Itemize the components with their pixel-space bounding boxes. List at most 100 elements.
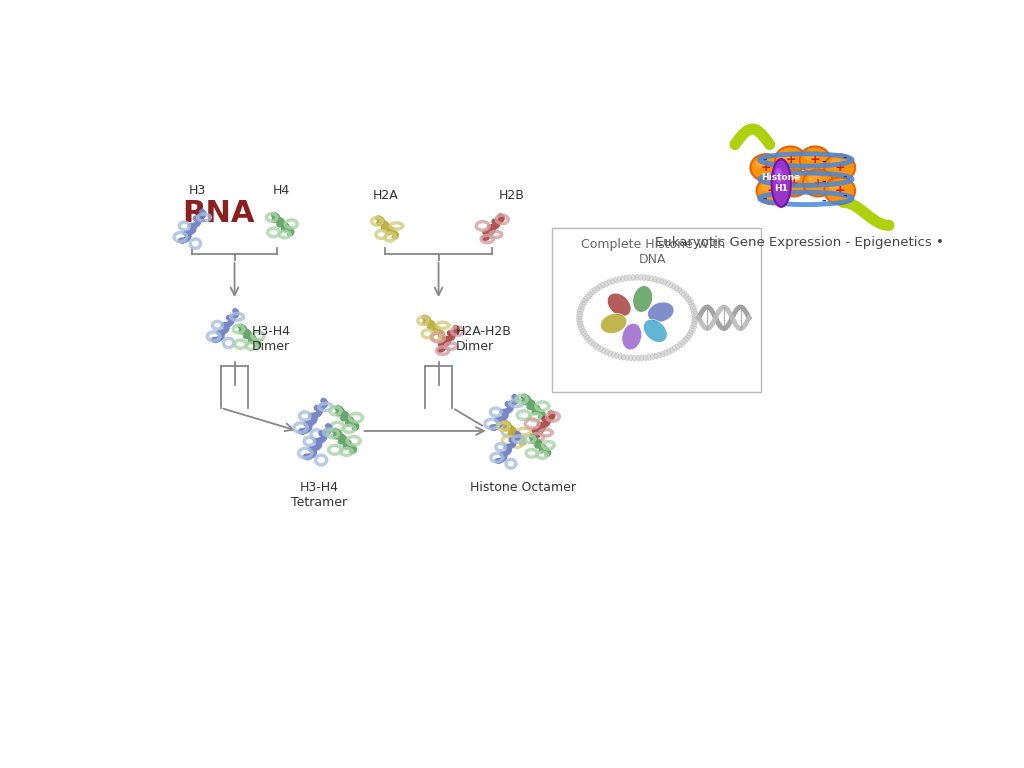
Ellipse shape — [582, 299, 588, 303]
Text: H2B: H2B — [499, 189, 524, 202]
Ellipse shape — [660, 351, 665, 357]
Ellipse shape — [761, 182, 775, 191]
Ellipse shape — [681, 292, 687, 296]
Text: -: - — [762, 194, 767, 204]
Ellipse shape — [664, 350, 669, 356]
Ellipse shape — [674, 286, 679, 291]
Ellipse shape — [580, 329, 586, 333]
Ellipse shape — [595, 286, 600, 291]
Ellipse shape — [577, 311, 583, 315]
Text: +: + — [835, 161, 845, 174]
Ellipse shape — [603, 281, 608, 286]
Ellipse shape — [824, 177, 855, 204]
Ellipse shape — [692, 313, 698, 317]
Text: -: - — [782, 178, 787, 188]
Ellipse shape — [807, 174, 821, 184]
Ellipse shape — [691, 308, 697, 312]
Ellipse shape — [688, 301, 694, 305]
Text: -: - — [842, 172, 847, 182]
Ellipse shape — [775, 147, 806, 174]
Text: -: - — [821, 177, 826, 187]
Text: H2A-H2B
Dimer: H2A-H2B Dimer — [456, 325, 511, 353]
Ellipse shape — [622, 323, 642, 350]
Text: Complete Histone With
DNA: Complete Histone With DNA — [581, 238, 725, 266]
Ellipse shape — [584, 296, 589, 301]
Ellipse shape — [682, 339, 687, 343]
Ellipse shape — [586, 294, 591, 299]
Ellipse shape — [578, 324, 584, 328]
Ellipse shape — [690, 325, 696, 329]
Ellipse shape — [610, 279, 614, 284]
Ellipse shape — [657, 353, 662, 358]
Ellipse shape — [618, 353, 623, 359]
Ellipse shape — [686, 298, 692, 303]
Text: Histone Octamer: Histone Octamer — [470, 481, 577, 494]
Ellipse shape — [600, 313, 627, 333]
Ellipse shape — [596, 345, 601, 350]
Text: +: + — [810, 154, 820, 167]
Ellipse shape — [583, 333, 588, 338]
Ellipse shape — [600, 283, 605, 288]
Text: Eukaryotic Gene Expression - Epigenetics •: Eukaryotic Gene Expression - Epigenetics… — [655, 237, 944, 250]
Text: -: - — [821, 157, 826, 167]
Ellipse shape — [779, 151, 794, 161]
Ellipse shape — [598, 284, 602, 290]
Ellipse shape — [647, 354, 651, 360]
Ellipse shape — [639, 274, 642, 280]
Ellipse shape — [611, 352, 615, 358]
Ellipse shape — [829, 159, 843, 168]
Ellipse shape — [629, 355, 633, 361]
Ellipse shape — [613, 277, 617, 283]
Ellipse shape — [579, 306, 584, 310]
Ellipse shape — [643, 319, 668, 343]
Ellipse shape — [592, 288, 597, 293]
Ellipse shape — [647, 302, 674, 322]
Ellipse shape — [666, 281, 671, 286]
Ellipse shape — [675, 344, 680, 349]
Ellipse shape — [680, 340, 685, 346]
Ellipse shape — [687, 332, 693, 336]
Ellipse shape — [772, 159, 791, 207]
Ellipse shape — [607, 293, 631, 316]
Ellipse shape — [688, 329, 694, 334]
Text: -: - — [842, 153, 847, 163]
Ellipse shape — [591, 342, 596, 346]
Ellipse shape — [650, 354, 654, 359]
Ellipse shape — [577, 316, 583, 320]
Ellipse shape — [683, 293, 689, 298]
Ellipse shape — [803, 170, 834, 197]
Text: H4: H4 — [273, 184, 290, 197]
Ellipse shape — [663, 280, 667, 285]
Ellipse shape — [624, 275, 628, 281]
Ellipse shape — [690, 306, 696, 310]
Text: +: + — [813, 177, 823, 190]
Ellipse shape — [607, 280, 611, 286]
Ellipse shape — [580, 303, 585, 308]
Ellipse shape — [579, 326, 585, 330]
Ellipse shape — [628, 275, 632, 281]
Text: H3-H4
Tetramer: H3-H4 Tetramer — [291, 481, 347, 509]
Ellipse shape — [646, 275, 650, 281]
Ellipse shape — [632, 274, 635, 280]
Ellipse shape — [689, 327, 695, 332]
Ellipse shape — [782, 174, 797, 184]
Ellipse shape — [643, 355, 647, 361]
Ellipse shape — [692, 316, 698, 319]
Text: RNA: RNA — [182, 199, 254, 228]
Ellipse shape — [649, 276, 653, 282]
Ellipse shape — [616, 276, 622, 283]
Ellipse shape — [614, 353, 618, 359]
Ellipse shape — [757, 177, 787, 204]
Ellipse shape — [581, 301, 587, 306]
Ellipse shape — [684, 336, 689, 341]
Ellipse shape — [751, 154, 781, 181]
Ellipse shape — [691, 320, 697, 324]
Ellipse shape — [622, 354, 626, 360]
Text: Histone
H1: Histone H1 — [762, 174, 801, 193]
Ellipse shape — [633, 286, 652, 313]
Ellipse shape — [588, 339, 594, 344]
Ellipse shape — [804, 151, 818, 161]
Ellipse shape — [800, 147, 830, 174]
Ellipse shape — [636, 355, 640, 361]
Ellipse shape — [640, 355, 644, 361]
